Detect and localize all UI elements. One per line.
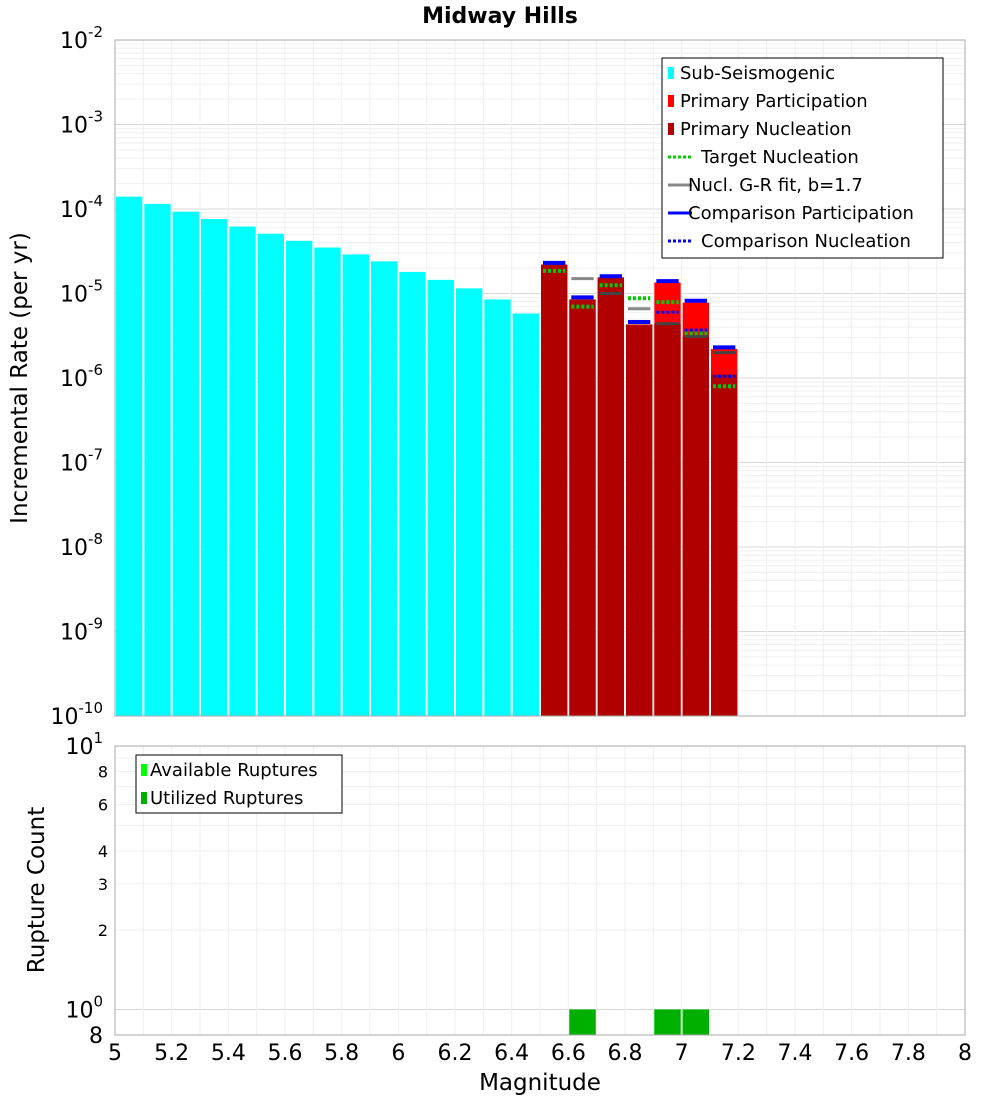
top-legend: Sub-Seismogenic Primary Participation Prim…: [661, 57, 944, 259]
bottom-y-tick-label: 2: [98, 921, 108, 940]
top-y-tick-label: 10-10: [51, 699, 104, 730]
x-tick-label: 6.2: [438, 1041, 473, 1066]
sub-seismogenic-bar: [399, 271, 426, 716]
x-axis-title: Magnitude: [479, 1070, 601, 1096]
legend-label: Comparison Nucleation: [701, 231, 911, 252]
bottom-plot-frame: [114, 745, 966, 1036]
bottom-y-tick-label: 6: [98, 795, 108, 814]
sub-seismogenic-bar: [286, 240, 313, 716]
top-y-tick-label: 10-2: [60, 23, 103, 54]
utilized-ruptures-bar: [682, 1009, 709, 1035]
primary-nucleation-bar: [626, 324, 653, 716]
legend-label: Primary Participation: [680, 91, 868, 112]
bottom-legend: Available Ruptures Utilized Ruptures: [135, 754, 343, 814]
x-tick-label: 5.2: [154, 1041, 189, 1066]
x-tick-label: 5.8: [324, 1041, 359, 1066]
top-plot-frame: [114, 39, 966, 717]
legend-label: Comparison Participation: [688, 203, 914, 224]
bottom-y-tick-label: 3: [98, 875, 108, 894]
top-y-tick-label: 10-5: [60, 277, 103, 308]
top-y-tick-label: 10-6: [60, 361, 103, 392]
x-tick-label: 6.8: [608, 1041, 643, 1066]
bottom-y-tick-label: 8: [98, 763, 108, 782]
legend-label: Primary Nucleation: [680, 119, 852, 140]
bottom-y-tick-label: 4: [98, 842, 108, 861]
sub-seismogenic-bar: [201, 219, 228, 716]
top-y-axis-title: Incremental Rate (per yr): [7, 232, 33, 524]
utilized-ruptures-bar: [654, 1009, 681, 1035]
legend-label: Nucl. G-R fit, b=1.7: [688, 175, 863, 196]
sub-seismogenic-bar: [229, 226, 256, 716]
legend-swatch: [141, 764, 147, 776]
primary-nucleation-bar: [654, 323, 681, 716]
sub-seismogenic-bar: [116, 196, 143, 717]
top-y-tick-label: 10-8: [60, 530, 103, 561]
x-tick-label: 7.4: [778, 1041, 813, 1066]
x-tick-label: 6.4: [494, 1041, 529, 1066]
x-tick-label: 7.6: [834, 1041, 869, 1066]
primary-nucleation-bar: [682, 336, 709, 716]
x-tick-label: 7.2: [721, 1041, 756, 1066]
x-tick-label: 5.6: [268, 1041, 303, 1066]
utilized-ruptures-bar: [569, 1009, 596, 1035]
sub-seismogenic-bar: [371, 261, 398, 716]
sub-seismogenic-bar: [257, 233, 284, 716]
sub-seismogenic-bar: [484, 299, 511, 716]
bottom-y-axis-title: Rupture Count: [24, 807, 50, 973]
bottom-y-tick-label: 101: [65, 729, 103, 760]
legend-swatch: [668, 67, 674, 79]
top-chart: 10-2 10-3 10-4 10-5 10-6 10-7 10-8 10-9 10-10 Sub…: [51, 23, 966, 730]
legend-label: Target Nucleation: [700, 147, 859, 168]
legend-swatch: [668, 95, 674, 107]
x-tick-label: 7: [675, 1041, 689, 1066]
sub-seismogenic-bar: [512, 313, 539, 716]
sub-seismogenic-bar: [456, 288, 483, 716]
primary-nucleation-bar: [711, 374, 738, 716]
sub-seismogenic-bar: [172, 211, 199, 716]
legend-label: Utilized Ruptures: [150, 788, 303, 809]
bottom-y-tick-label: 100: [65, 992, 103, 1023]
top-y-tick-label: 10-9: [60, 615, 103, 646]
primary-nucleation-bar: [597, 277, 624, 716]
top-y-tick-label: 10-4: [60, 192, 103, 223]
legend-label: Available Ruptures: [150, 760, 318, 781]
x-tick-label: 7.8: [891, 1041, 926, 1066]
chart-title: Midway Hills: [422, 4, 578, 29]
sub-seismogenic-bar: [427, 279, 454, 716]
legend-label: Sub-Seismogenic: [680, 63, 835, 84]
sub-seismogenic-bar: [314, 247, 341, 716]
x-tick-label: 8: [958, 1041, 972, 1066]
primary-nucleation-bar: [569, 299, 596, 716]
x-tick-label: 6: [391, 1041, 405, 1066]
bottom-legend-box: [135, 754, 343, 814]
x-tick-label: 5: [108, 1041, 122, 1066]
x-tick-label: 6.6: [551, 1041, 586, 1066]
top-y-tick-label: 10-3: [60, 108, 103, 139]
sub-seismogenic-bar: [144, 203, 171, 716]
top-legend-box: [661, 57, 944, 259]
primary-nucleation-bar: [541, 264, 568, 716]
bottom-y-tick-label: 8: [89, 1024, 103, 1049]
x-tick-label: 5.4: [211, 1041, 246, 1066]
sub-seismogenic-bar: [342, 254, 369, 716]
top-y-tick-label: 10-7: [60, 446, 103, 477]
legend-swatch: [141, 792, 147, 804]
legend-swatch: [668, 123, 674, 135]
